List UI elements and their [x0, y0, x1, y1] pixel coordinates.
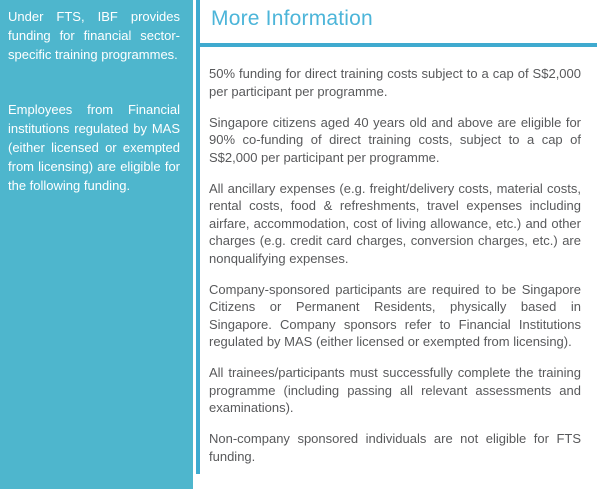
main-left-accent-bar: [196, 0, 200, 474]
info-paragraph-ancillary-expenses: All ancillary expenses (e.g. freight/del…: [209, 180, 581, 266]
info-paragraph-company-sponsored: Company-sponsored participants are requi…: [209, 281, 581, 350]
info-paragraph-completion-requirement: All trainees/participants must successfu…: [209, 365, 581, 415]
main-content: 50% funding for direct training costs su…: [196, 47, 600, 465]
info-paragraph-funding-50: 50% funding for direct training costs su…: [209, 66, 581, 99]
info-paragraph-cofunding-90: Singapore citizens aged 40 years old and…: [209, 114, 581, 165]
section-title: More Information: [211, 7, 373, 30]
sidebar: Under FTS, IBF provides funding for fina…: [0, 0, 193, 489]
main-panel: More Information 50% funding for direct …: [196, 0, 600, 489]
title-divider: [196, 43, 597, 47]
sidebar-paragraph-fts-overview: Under FTS, IBF provides funding for fina…: [8, 9, 180, 62]
info-paragraph-non-company-sponsored: Non-company sponsored individuals are no…: [209, 431, 581, 464]
sidebar-paragraph-eligibility: Employees from Financial institutions re…: [8, 102, 180, 193]
